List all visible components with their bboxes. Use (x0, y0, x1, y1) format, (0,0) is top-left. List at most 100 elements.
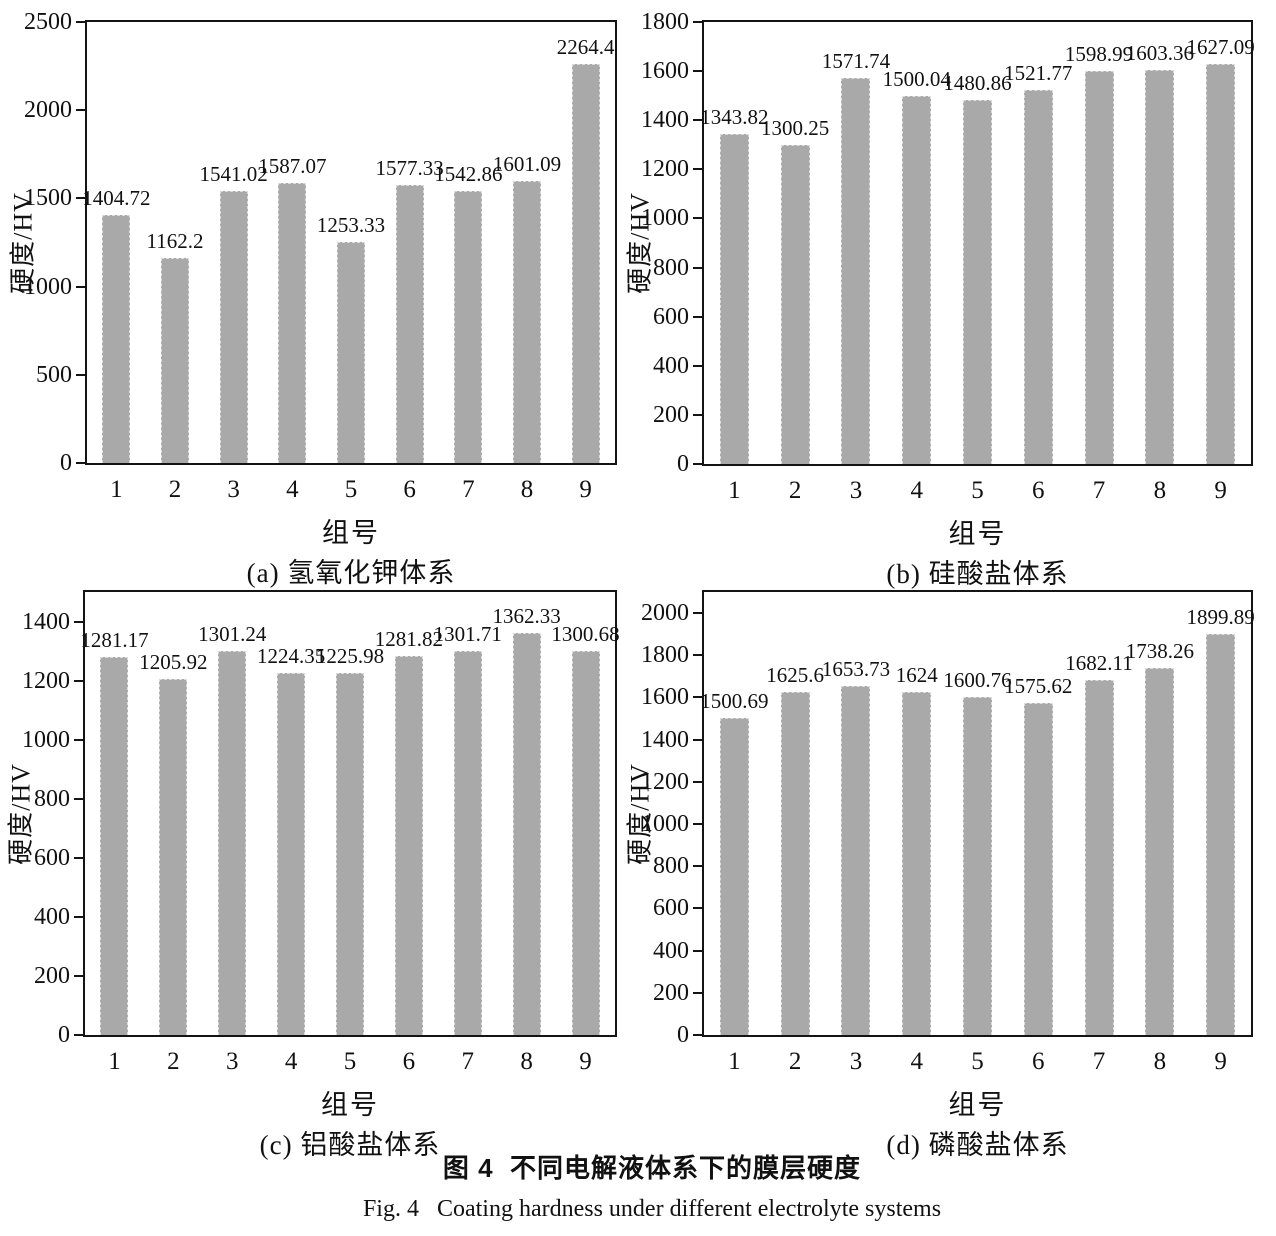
bar (1206, 634, 1236, 1035)
x-tick-label: 2 (788, 477, 802, 504)
bar-value-label: 1899.89 (1186, 605, 1255, 630)
bar (1206, 64, 1236, 464)
bar (780, 692, 810, 1035)
y-tick-label: 0 (677, 1022, 689, 1048)
y-tick-label: 1000 (641, 205, 689, 232)
x-tick-label: 3 (225, 1048, 239, 1075)
x-tick-label: 2 (167, 1048, 180, 1075)
y-tick-label: 2000 (641, 600, 689, 627)
bar-value-label: 1575.62 (1004, 673, 1073, 698)
bar-value-label: 1281.82 (374, 627, 443, 652)
bar (841, 686, 871, 1035)
bar (1145, 668, 1175, 1035)
x-tick-label: 8 (1153, 477, 1167, 504)
bar-value-label: 1225.98 (315, 643, 385, 668)
bar (395, 184, 424, 463)
x-tick-label: 6 (402, 1048, 416, 1075)
x-tick-label: 2 (168, 476, 182, 503)
x-tick-label: 7 (1092, 1048, 1106, 1075)
y-tick (693, 780, 702, 783)
y-tick (76, 285, 85, 288)
x-tick-label: 5 (971, 477, 984, 504)
bar (278, 183, 307, 463)
y-tick-label: 400 (653, 937, 689, 964)
x-tick-label: 5 (971, 1048, 984, 1075)
bar (512, 632, 541, 1035)
bar (161, 258, 189, 463)
bar (571, 650, 600, 1035)
y-axis-title: 硬度/HV (6, 762, 36, 865)
y-tick-label: 2500 (24, 9, 72, 35)
x-axis-title: 组号 (948, 519, 1007, 549)
y-tick (76, 109, 85, 112)
bar-value-label: 1571.74 (821, 49, 891, 74)
bar (336, 672, 364, 1035)
y-tick (693, 70, 702, 73)
bar (1023, 702, 1053, 1035)
bar-value-label: 1738.26 (1125, 639, 1194, 664)
y-tick (693, 865, 702, 868)
y-tick (74, 620, 83, 623)
y-tick-label: 500 (36, 361, 72, 388)
bar (219, 191, 248, 463)
bar-value-label: 1500.04 (882, 66, 951, 91)
chart-panel-c: 0 200 400 600 800 1000 1200 1400 1281.17 1 1205.92… (7, 590, 620, 1160)
bar (719, 718, 749, 1035)
x-tick-label: 1 (108, 1048, 121, 1075)
y-tick (693, 119, 702, 122)
bar-value-label: 1682.11 (1065, 651, 1133, 676)
y-tick (693, 168, 702, 171)
bar-value-label: 1480.86 (943, 71, 1012, 96)
x-tick-label: 5 (343, 1048, 357, 1075)
bar-value-label: 1281.17 (80, 627, 149, 652)
y-tick-label: 200 (653, 979, 689, 1006)
bar-value-label: 1500.69 (700, 689, 769, 714)
x-axis-title: 组号 (322, 518, 380, 548)
x-tick-label: 9 (579, 1048, 592, 1075)
bar (1145, 70, 1175, 464)
y-tick-label: 1200 (641, 156, 689, 183)
y-tick (693, 463, 702, 465)
y-tick-label: 1500 (24, 185, 72, 212)
y-tick-label: 0 (60, 450, 72, 476)
y-tick (693, 907, 702, 910)
bar (571, 63, 600, 463)
y-tick (693, 21, 702, 23)
bar (841, 78, 871, 464)
x-tick-label: 1 (110, 476, 123, 503)
y-tick-label: 0 (58, 1022, 70, 1048)
y-tick (693, 364, 702, 367)
chart-panel-d: 0 200 400 600 800 1000 1200 1400 1600 1800 2000 150… (626, 590, 1255, 1160)
y-tick (693, 654, 702, 657)
bar (453, 650, 482, 1035)
x-tick-label: 6 (1032, 477, 1045, 504)
x-tick-label: 9 (579, 476, 592, 503)
y-tick-label: 800 (653, 853, 689, 880)
bar (102, 215, 131, 463)
x-tick-label: 1 (728, 1048, 741, 1075)
y-tick-label: 1600 (641, 58, 689, 85)
x-tick-label: 3 (849, 477, 863, 504)
x-tick-label: 7 (462, 476, 475, 503)
bar-value-label: 1362.33 (492, 603, 561, 628)
chart-panel-a: 0 500 1000 1500 2000 2500 1404.72 1 1162.2 2 1541.… (9, 10, 617, 588)
bar-value-label: 1404.72 (82, 186, 151, 211)
y-tick-label: 1000 (24, 273, 72, 300)
bar (963, 100, 992, 464)
bar-value-label: 1577.33 (375, 155, 444, 180)
bar (100, 656, 129, 1035)
y-axis-title: 硬度/HV (625, 762, 655, 865)
figure-caption-english: Fig. 4 Coating hardness under different … (362, 1196, 942, 1222)
bar (337, 241, 365, 463)
x-tick-label: 8 (1153, 1048, 1167, 1075)
bar (719, 134, 749, 464)
bar-value-label: 1224.35 (256, 644, 326, 669)
y-tick (693, 266, 702, 269)
bar-value-label: 2264.4 (556, 34, 615, 59)
x-axis-title: 组号 (948, 1090, 1007, 1120)
y-tick (74, 679, 83, 682)
y-tick (693, 413, 702, 416)
y-tick-label: 800 (653, 254, 689, 281)
y-tick-label: 1400 (641, 107, 689, 134)
